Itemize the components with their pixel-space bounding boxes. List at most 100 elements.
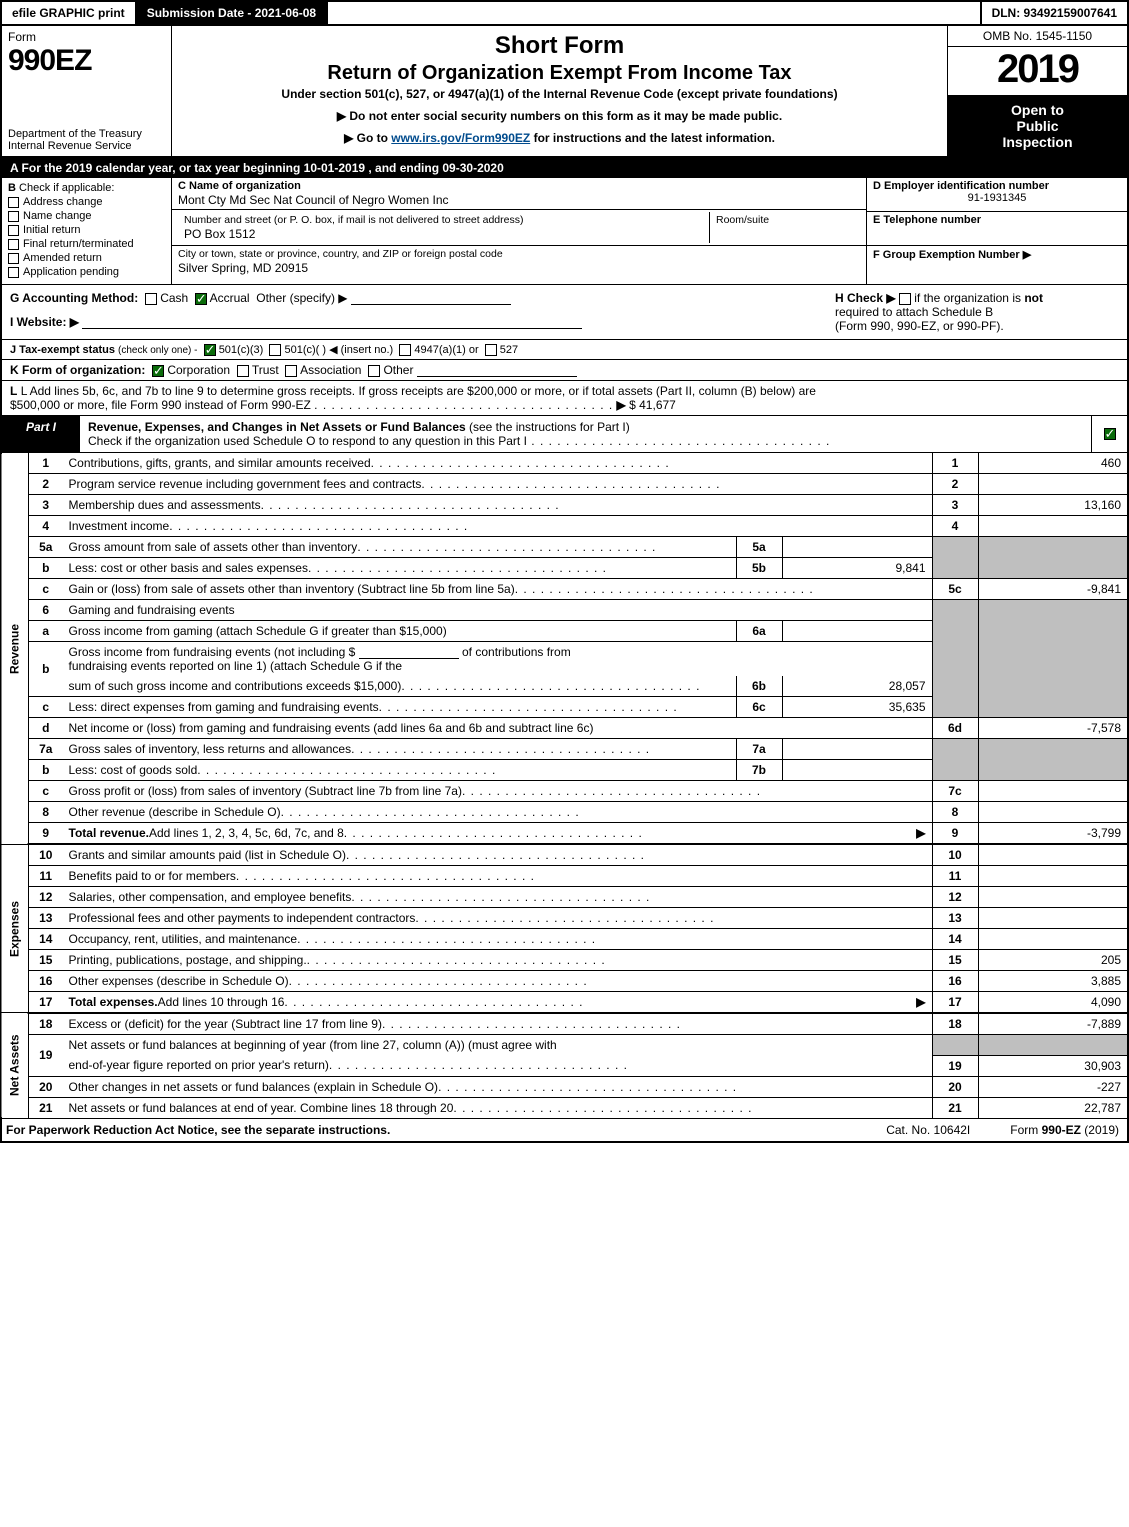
ln-7b-d: Less: cost of goods sold bbox=[69, 763, 198, 777]
tax-year: 2019 bbox=[948, 47, 1127, 96]
dln: DLN: 93492159007641 bbox=[980, 2, 1127, 24]
ln-2-cn: 2 bbox=[932, 474, 978, 495]
ln-15-cn: 15 bbox=[932, 950, 978, 971]
chk-amended-return[interactable] bbox=[8, 253, 19, 264]
ln-1-n: 1 bbox=[29, 453, 63, 474]
shade-7 bbox=[932, 739, 978, 781]
ln-16-amt: 3,885 bbox=[978, 971, 1128, 992]
chk-name-change[interactable] bbox=[8, 211, 19, 222]
other-fill[interactable] bbox=[351, 293, 511, 305]
ln-7a-d: Gross sales of inventory, less returns a… bbox=[69, 742, 352, 756]
c-name-label: C Name of organization bbox=[178, 180, 860, 192]
ln-13-n: 13 bbox=[29, 908, 63, 929]
ln-6c-iamt: 35,635 bbox=[782, 697, 932, 718]
ln-15-amt: 205 bbox=[978, 950, 1128, 971]
ln-14-amt bbox=[978, 929, 1128, 950]
period-bar: A For the 2019 calendar year, or tax yea… bbox=[0, 158, 1129, 178]
part-i-title: Revenue, Expenses, and Changes in Net As… bbox=[80, 416, 1091, 452]
ln-2-amt bbox=[978, 474, 1128, 495]
ln-6b-fill[interactable] bbox=[359, 647, 459, 659]
lbl-initial-return: Initial return bbox=[23, 224, 80, 236]
part-i-label: Part I bbox=[2, 416, 80, 452]
h-pre: H Check ▶ bbox=[835, 291, 899, 305]
other-org-fill[interactable] bbox=[417, 365, 577, 377]
lbl-final-return: Final return/terminated bbox=[23, 238, 134, 250]
header-right: OMB No. 1545-1150 2019 Open to Public In… bbox=[947, 26, 1127, 156]
submission-tab: Submission Date - 2021-06-08 bbox=[137, 2, 328, 24]
d-ein-label: D Employer identification number bbox=[873, 180, 1121, 192]
ln-5a-d: Gross amount from sale of assets other t… bbox=[69, 540, 358, 554]
ln-4-n: 4 bbox=[29, 516, 63, 537]
c-room-label: Room/suite bbox=[716, 214, 854, 226]
chk-trust[interactable] bbox=[237, 365, 249, 377]
ln-17-d: Total expenses. bbox=[69, 995, 158, 1009]
shade-6-amt bbox=[978, 600, 1128, 718]
form-number: 990EZ bbox=[8, 44, 91, 77]
chk-527[interactable] bbox=[485, 344, 497, 356]
ln-9-cn: 9 bbox=[932, 823, 978, 845]
note-link: ▶ Go to www.irs.gov/Form990EZ for instru… bbox=[182, 131, 937, 145]
l-text2: $500,000 or more, file Form 990 instead … bbox=[10, 398, 311, 412]
chk-4947[interactable] bbox=[399, 344, 411, 356]
h-line3: (Form 990, 990-EZ, or 990-PF). bbox=[835, 319, 1004, 333]
chk-final-return[interactable] bbox=[8, 239, 19, 250]
chk-501c[interactable] bbox=[269, 344, 281, 356]
shade-19 bbox=[932, 1035, 978, 1056]
f-group-label: F Group Exemption Number ▶ bbox=[873, 248, 1121, 261]
chk-application-pending[interactable] bbox=[8, 267, 19, 278]
chk-other-org[interactable] bbox=[368, 365, 380, 377]
ln-6-d: Gaming and fundraising events bbox=[63, 600, 933, 621]
chk-accrual[interactable] bbox=[195, 293, 207, 305]
ln-16-cn: 16 bbox=[932, 971, 978, 992]
ln-18-d: Excess or (deficit) for the year (Subtra… bbox=[69, 1017, 382, 1031]
return-title: Return of Organization Exempt From Incom… bbox=[182, 62, 937, 85]
ln-4-cn: 4 bbox=[932, 516, 978, 537]
ln-12-amt bbox=[978, 887, 1128, 908]
chk-cash[interactable] bbox=[145, 293, 157, 305]
lbl-address-change: Address change bbox=[23, 196, 103, 208]
chk-address-change[interactable] bbox=[8, 197, 19, 208]
lbl-4947: 4947(a)(1) or bbox=[414, 344, 478, 356]
d-ein-value: 91-1931345 bbox=[873, 192, 1121, 204]
ln-6c-d: Less: direct expenses from gaming and fu… bbox=[69, 700, 379, 714]
part-i-check[interactable] bbox=[1091, 416, 1127, 452]
ln-13-cn: 13 bbox=[932, 908, 978, 929]
lbl-cash: Cash bbox=[160, 291, 188, 305]
b-letter: B bbox=[8, 182, 16, 194]
section-revenue: Revenue bbox=[1, 453, 29, 844]
chk-501c3[interactable] bbox=[204, 344, 216, 356]
header-left: Form 990EZ Department of the Treasury In… bbox=[2, 26, 172, 156]
top-bar: efile GRAPHIC print Submission Date - 20… bbox=[0, 0, 1129, 26]
ln-3-amt: 13,160 bbox=[978, 495, 1128, 516]
ln-17-amt: 4,090 bbox=[978, 992, 1128, 1014]
ln-20-cn: 20 bbox=[932, 1076, 978, 1097]
chk-initial-return[interactable] bbox=[8, 225, 19, 236]
ln-10-n: 10 bbox=[29, 844, 63, 866]
ln-6b-d3: fundraising events reported on line 1) (… bbox=[69, 659, 403, 673]
website-fill[interactable] bbox=[82, 317, 582, 329]
c-city-value: Silver Spring, MD 20915 bbox=[178, 261, 860, 275]
chk-h[interactable] bbox=[899, 293, 911, 305]
ln-18-n: 18 bbox=[29, 1013, 63, 1035]
ln-7c-cn: 7c bbox=[932, 781, 978, 802]
ln-6a-in: 6a bbox=[736, 621, 782, 642]
ln-7b-iamt bbox=[782, 760, 932, 781]
ln-9-arrow: ▶ bbox=[916, 826, 925, 840]
ln-7a-iamt bbox=[782, 739, 932, 760]
shade-19-amt bbox=[978, 1035, 1128, 1056]
irs-link[interactable]: www.irs.gov/Form990EZ bbox=[391, 131, 530, 145]
chk-corp[interactable] bbox=[152, 365, 164, 377]
ln-18-amt: -7,889 bbox=[978, 1013, 1128, 1035]
ln-5a-n: 5a bbox=[29, 537, 63, 558]
chk-assoc[interactable] bbox=[285, 365, 297, 377]
ln-14-cn: 14 bbox=[932, 929, 978, 950]
ln-5b-iamt: 9,841 bbox=[782, 558, 932, 579]
part-i-table: Revenue 1 Contributions, gifts, grants, … bbox=[0, 453, 1129, 1119]
ln-9-d2: Add lines 1, 2, 3, 4, 5c, 6d, 7c, and 8 bbox=[149, 826, 344, 840]
efile-tab[interactable]: efile GRAPHIC print bbox=[2, 2, 137, 24]
ln-12-d: Salaries, other compensation, and employ… bbox=[69, 890, 352, 904]
ln-19-d2: end-of-year figure reported on prior yea… bbox=[69, 1058, 329, 1072]
ln-15-n: 15 bbox=[29, 950, 63, 971]
lbl-501c3: 501(c)(3) bbox=[219, 344, 264, 356]
ln-6d-d: Net income or (loss) from gaming and fun… bbox=[63, 718, 933, 739]
